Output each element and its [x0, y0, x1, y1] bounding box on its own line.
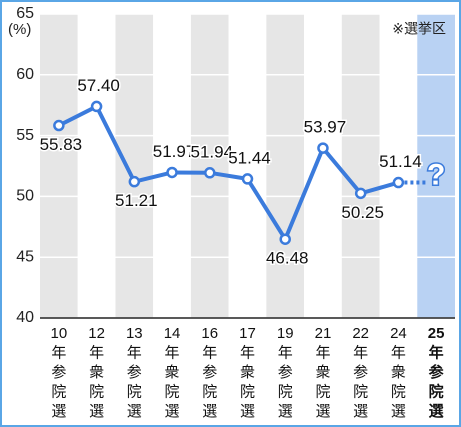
note: ※選挙区	[392, 21, 446, 37]
column-band	[228, 14, 267, 318]
x-tick-label: 14 年衆院選	[164, 325, 181, 420]
data-point	[53, 119, 65, 132]
data-point	[354, 187, 367, 200]
x-tick-label: 21 年衆院選	[315, 325, 332, 420]
y-unit-label: (%)	[8, 21, 31, 38]
column-band	[379, 14, 418, 318]
data-label: 50.25	[341, 203, 384, 222]
column-band	[153, 14, 191, 318]
x-tick-label: 22 年参院選	[352, 325, 369, 420]
data-label: 55.83	[40, 135, 83, 154]
x-tick-label: 25 年参院選	[428, 325, 445, 420]
data-point	[204, 167, 216, 179]
column-band	[190, 14, 229, 318]
x-tick-label: 24 年衆院選	[390, 325, 407, 420]
x-tick-label: 16 年参院選	[201, 325, 218, 420]
column-band	[417, 14, 455, 318]
data-point	[392, 176, 405, 189]
data-label: 51.97	[153, 142, 196, 161]
data-point	[241, 173, 254, 185]
x-tick-label: 12 年衆院選	[88, 325, 105, 420]
data-label: 51.44	[228, 148, 271, 167]
x-tick-label: 17 年衆院選	[239, 325, 256, 420]
x-tick-label: 13 年参院選	[126, 325, 143, 420]
y-tick-label: 60	[16, 66, 34, 83]
data-point	[90, 100, 103, 113]
column-band	[266, 14, 305, 318]
column-band	[115, 14, 154, 318]
data-point	[128, 175, 141, 188]
data-label: 53.97	[304, 118, 347, 137]
y-tick-label: 45	[16, 248, 34, 265]
column-band	[341, 14, 380, 318]
data-label: 51.21	[115, 191, 158, 210]
data-label: 46.48	[266, 249, 309, 268]
y-tick-label: 50	[16, 188, 34, 205]
data-point	[166, 166, 178, 179]
data-label: 51.94	[190, 142, 233, 161]
x-tick-label: 19 年参院選	[277, 325, 294, 420]
unknown-marker: ?	[427, 158, 445, 191]
data-label: 51.14	[379, 152, 422, 171]
data-label: 57.40	[77, 76, 120, 95]
y-tick-label: 65	[16, 5, 34, 22]
y-tick-label: 40	[16, 309, 34, 326]
data-point	[317, 142, 329, 154]
x-tick-label: 10 年参院選	[51, 325, 68, 420]
data-point	[279, 233, 291, 245]
column-band	[40, 14, 78, 318]
data-line	[57, 104, 399, 242]
column-band	[77, 14, 116, 318]
y-tick-label: 55	[16, 127, 34, 144]
